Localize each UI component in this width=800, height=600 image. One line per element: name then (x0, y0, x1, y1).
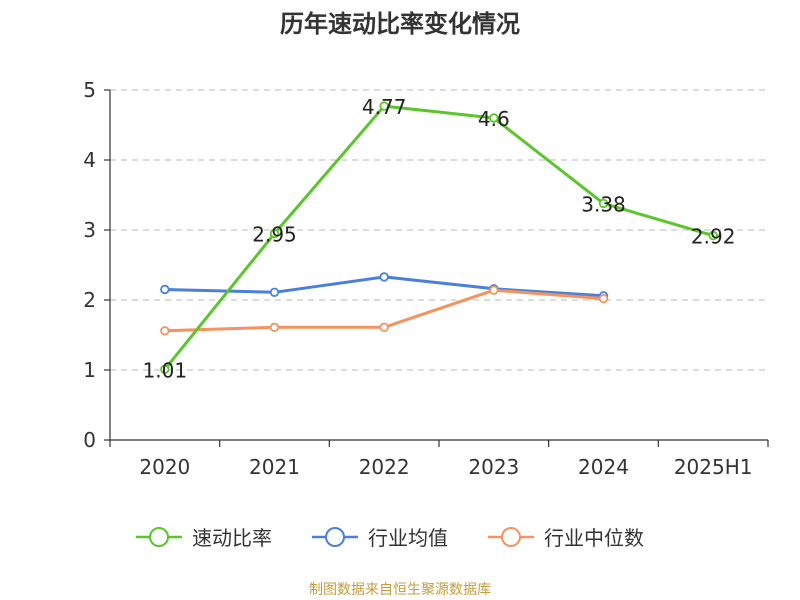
data-point (160, 364, 170, 374)
data-point (269, 322, 280, 332)
data-point (160, 326, 170, 336)
x-tick-label: 2022 (359, 455, 410, 479)
data-point (598, 293, 609, 304)
data-point (269, 287, 280, 297)
data-labels: 1.01 2.95 4.77 4.6 3.38 2.92 (143, 95, 736, 382)
legend-marker (149, 527, 169, 547)
data-point (708, 230, 718, 241)
data-point (379, 101, 389, 111)
chart-title: 历年速动比率变化情况 (280, 10, 520, 38)
legend: 速动比率 行业均值 行业中位数 (136, 526, 644, 550)
x-tick-label: 2025H1 (674, 455, 753, 479)
data-label: 3.38 (581, 192, 626, 216)
data-label: 2.92 (691, 225, 736, 249)
legend-label: 行业中位数 (544, 526, 644, 550)
legend-marker (325, 527, 345, 547)
x-tick-label: 2020 (139, 455, 190, 479)
series-layer (160, 101, 718, 374)
y-tick-label: 3 (83, 218, 96, 242)
data-point (598, 198, 609, 209)
data-label: 1.01 (143, 358, 188, 382)
y-tick-label: 0 (83, 428, 96, 452)
data-point (160, 284, 170, 295)
source-note: 制图数据来自恒生聚源数据库 (309, 582, 491, 598)
y-tick-label: 5 (83, 78, 96, 102)
data-point (379, 272, 389, 282)
data-label: 4.6 (478, 107, 510, 131)
x-axis-ticks: 2020 2021 2022 2023 2024 2025H1 (139, 455, 752, 479)
data-point (379, 322, 389, 332)
data-point (269, 228, 280, 239)
data-point (489, 113, 499, 123)
data-point (489, 285, 499, 295)
y-tick-label: 1 (83, 358, 96, 382)
axes (104, 89, 769, 447)
y-axis-ticks: 0 1 2 3 4 5 (83, 78, 96, 452)
y-tick-label: 4 (83, 148, 96, 172)
legend-label: 行业均值 (368, 526, 448, 550)
y-tick-label: 2 (83, 288, 96, 312)
series-line (163, 104, 714, 371)
x-tick-label: 2021 (249, 455, 300, 479)
data-label: 4.77 (362, 95, 407, 119)
data-label: 2.95 (252, 223, 297, 247)
x-tick-label: 2023 (468, 455, 519, 479)
x-tick-label: 2024 (578, 455, 629, 479)
legend-label: 速动比率 (192, 526, 272, 550)
legend-marker (501, 527, 521, 547)
